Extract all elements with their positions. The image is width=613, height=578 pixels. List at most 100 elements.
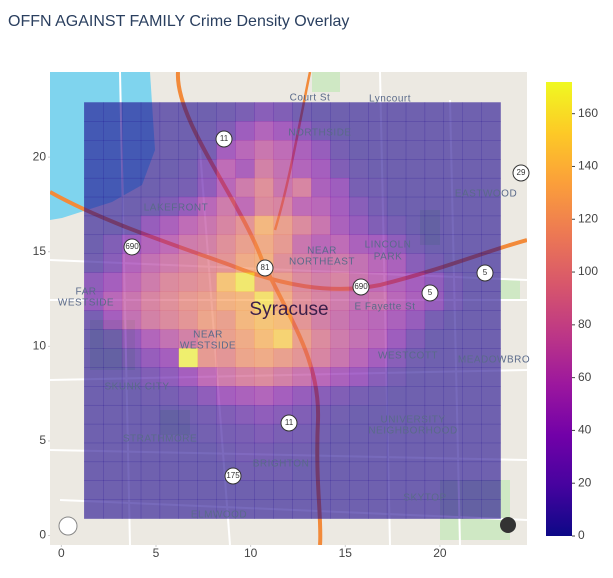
heat-cell bbox=[386, 177, 407, 198]
road-shield-label: 690 bbox=[125, 242, 139, 251]
heat-cell bbox=[481, 215, 501, 236]
heat-cell bbox=[330, 121, 350, 141]
heat-cell bbox=[405, 121, 426, 141]
heat-cell bbox=[84, 102, 104, 122]
map-label: EASTWOOD bbox=[455, 189, 517, 200]
heat-cell bbox=[159, 102, 180, 122]
heat-cell bbox=[235, 310, 255, 330]
heat-cell bbox=[254, 177, 274, 198]
heat-cell bbox=[216, 348, 236, 368]
heat-cell bbox=[140, 442, 161, 463]
heat-cell bbox=[424, 310, 445, 330]
heat-cell bbox=[159, 272, 180, 292]
heat-cell bbox=[254, 348, 274, 368]
heat-cell bbox=[311, 386, 331, 406]
heat-cell bbox=[254, 461, 274, 481]
heat-cell bbox=[254, 121, 274, 141]
heat-cell bbox=[462, 386, 482, 406]
heat-cell bbox=[216, 102, 236, 122]
heat-cell bbox=[178, 121, 198, 141]
heat-cell bbox=[311, 102, 331, 122]
heat-cell bbox=[443, 423, 463, 444]
heat-cell bbox=[235, 386, 255, 406]
heat-cell bbox=[254, 196, 274, 217]
heat-cell bbox=[481, 480, 501, 500]
heat-cell bbox=[386, 480, 407, 500]
heat-cell bbox=[159, 121, 180, 141]
heat-cell bbox=[349, 480, 369, 500]
heat-cell bbox=[349, 234, 369, 254]
heat-cell bbox=[349, 291, 369, 311]
heat-cell bbox=[216, 386, 236, 406]
heat-cell bbox=[311, 461, 331, 481]
road-shield bbox=[352, 278, 370, 296]
heat-cell bbox=[443, 253, 463, 273]
heat-cell bbox=[349, 102, 369, 122]
heat-cell bbox=[178, 442, 198, 463]
heat-cell bbox=[292, 461, 312, 481]
map-label: BRIGHTON bbox=[253, 459, 310, 470]
heat-cell bbox=[103, 272, 123, 292]
heat-cell bbox=[121, 404, 142, 425]
map-attribution-logo[interactable] bbox=[58, 516, 78, 536]
heat-cell bbox=[386, 253, 407, 273]
heat-cell bbox=[140, 140, 161, 160]
y-tick-label: 5 bbox=[39, 433, 46, 447]
heat-cell bbox=[121, 442, 142, 463]
heat-cell bbox=[121, 272, 142, 292]
heat-cell bbox=[292, 329, 312, 349]
heat-cell bbox=[216, 423, 236, 444]
heat-cell bbox=[103, 461, 123, 481]
heat-cell bbox=[121, 423, 142, 444]
map-info-button[interactable] bbox=[500, 517, 516, 533]
heat-cell bbox=[368, 140, 388, 160]
road-shield bbox=[256, 259, 274, 277]
heat-cell bbox=[368, 442, 388, 463]
heat-cell bbox=[368, 196, 388, 217]
heat-cell bbox=[443, 442, 463, 463]
heat-cell bbox=[159, 480, 180, 500]
heat-cell bbox=[254, 480, 274, 500]
heat-cell bbox=[178, 348, 198, 368]
heat-cell bbox=[443, 329, 463, 349]
colorbar-tick-label: 140 bbox=[578, 159, 598, 173]
heat-cell bbox=[103, 215, 123, 236]
map-label: Syracuse bbox=[249, 299, 328, 320]
heat-cell bbox=[292, 121, 312, 141]
heat-cell bbox=[405, 386, 426, 406]
heat-cell bbox=[386, 367, 407, 387]
heat-cell bbox=[292, 272, 312, 292]
heat-cell bbox=[140, 177, 161, 198]
heat-cell bbox=[330, 234, 350, 254]
heat-cell bbox=[273, 234, 293, 254]
heat-cell bbox=[235, 102, 255, 122]
heat-cell bbox=[140, 367, 161, 387]
heat-cell bbox=[330, 386, 350, 406]
heat-cell bbox=[178, 272, 198, 292]
heat-cell bbox=[443, 480, 463, 500]
heat-cell bbox=[405, 329, 426, 349]
heat-cell bbox=[84, 404, 104, 425]
heat-cell bbox=[330, 404, 350, 425]
heat-cell bbox=[254, 310, 274, 330]
road-shield bbox=[224, 467, 242, 485]
heat-cell bbox=[481, 423, 501, 444]
heat-cell bbox=[103, 480, 123, 500]
heat-cell bbox=[273, 499, 293, 519]
heat-cell bbox=[235, 140, 255, 160]
heat-cell bbox=[311, 253, 331, 273]
heat-cell bbox=[159, 234, 180, 254]
heat-cell bbox=[216, 367, 236, 387]
heat-cell bbox=[84, 234, 104, 254]
heat-cell bbox=[178, 386, 198, 406]
heat-cell bbox=[424, 386, 445, 406]
heat-cell bbox=[84, 177, 104, 198]
heat-cell bbox=[311, 367, 331, 387]
heat-cell bbox=[405, 272, 426, 292]
heat-cell bbox=[197, 461, 217, 481]
heat-cell bbox=[462, 310, 482, 330]
heat-cell bbox=[462, 442, 482, 463]
heat-cell bbox=[197, 329, 217, 349]
heat-cell bbox=[273, 177, 293, 198]
heat-cell bbox=[349, 253, 369, 273]
